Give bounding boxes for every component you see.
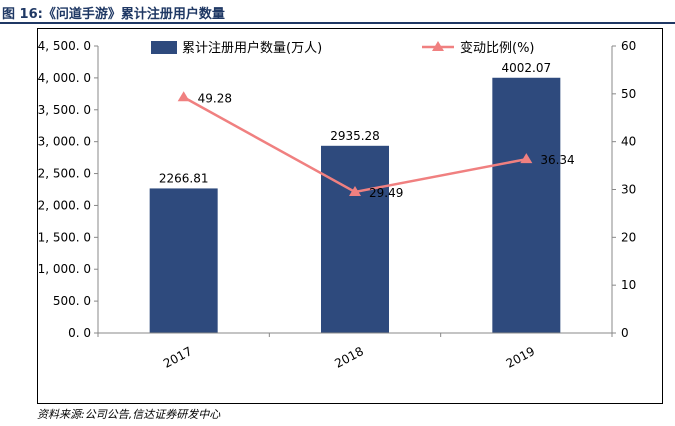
right-tick-label: 50 [621,87,636,101]
left-tick-label: 0. 0 [68,326,91,340]
legend: 累计注册用户数量(万人) 变动比例(%) [151,40,535,56]
data-labels: 2266.81 2935.28 4002.07 49.28 29.49 36.34 [159,61,575,200]
left-tick-label: 1, 000. 0 [38,262,91,276]
right-tick-label: 60 [621,39,636,53]
left-tick-label: 3, 000. 0 [38,135,91,149]
left-tick-label: 4, 500. 0 [38,39,91,53]
x-tick-label: 2017 [161,344,195,371]
bar-value-label: 4002.07 [502,61,552,75]
left-axis: 0. 0 500. 0 1, 000. 0 1, 500. 0 2, 000. 0 2, … [38,39,99,340]
title-rule [0,22,675,24]
line-value-label: 29.49 [369,186,403,200]
right-tick-label: 30 [621,183,636,197]
line-value-label: 49.28 [198,91,232,105]
x-tick-label: 2018 [332,344,366,371]
left-tick-label: 2, 500. 0 [38,167,91,181]
right-tick-label: 40 [621,135,636,149]
line-marker [520,153,533,164]
left-tick-label: 500. 0 [53,294,91,308]
bar-value-label: 2266.81 [159,171,209,185]
left-tick-label: 4, 000. 0 [38,71,91,85]
x-axis: 2017 2018 2019 [97,332,613,371]
left-tick-label: 3, 500. 0 [38,103,91,117]
right-tick-label: 10 [621,278,636,292]
legend-bar-label: 累计注册用户数量(万人) [182,40,322,56]
bar-value-label: 2935.28 [330,129,380,143]
bar [149,188,218,333]
left-tick-label: 1, 500. 0 [38,230,91,244]
bar [321,145,389,333]
x-tick-label: 2019 [504,344,538,371]
bar [492,77,561,333]
legend-line-label: 变动比例(%) [460,40,535,56]
right-tick-label: 0 [621,326,629,340]
line-marker [349,185,361,196]
bar-series [149,77,561,333]
line-marker [177,91,190,102]
chart-frame [37,28,663,404]
line-series [177,91,533,196]
figure-title: 图 16:《问道手游》累计注册用户数量 [2,7,225,22]
source-note: 资料来源:公司公告,信达证券研发中心 [37,408,221,421]
legend-line-marker [432,41,444,51]
legend-bar-swatch [151,41,177,54]
left-tick-label: 2, 000. 0 [38,198,91,212]
line-value-label: 36.34 [540,153,574,167]
right-axis: 0 10 20 30 40 50 60 [611,39,636,340]
right-tick-label: 20 [621,230,636,244]
